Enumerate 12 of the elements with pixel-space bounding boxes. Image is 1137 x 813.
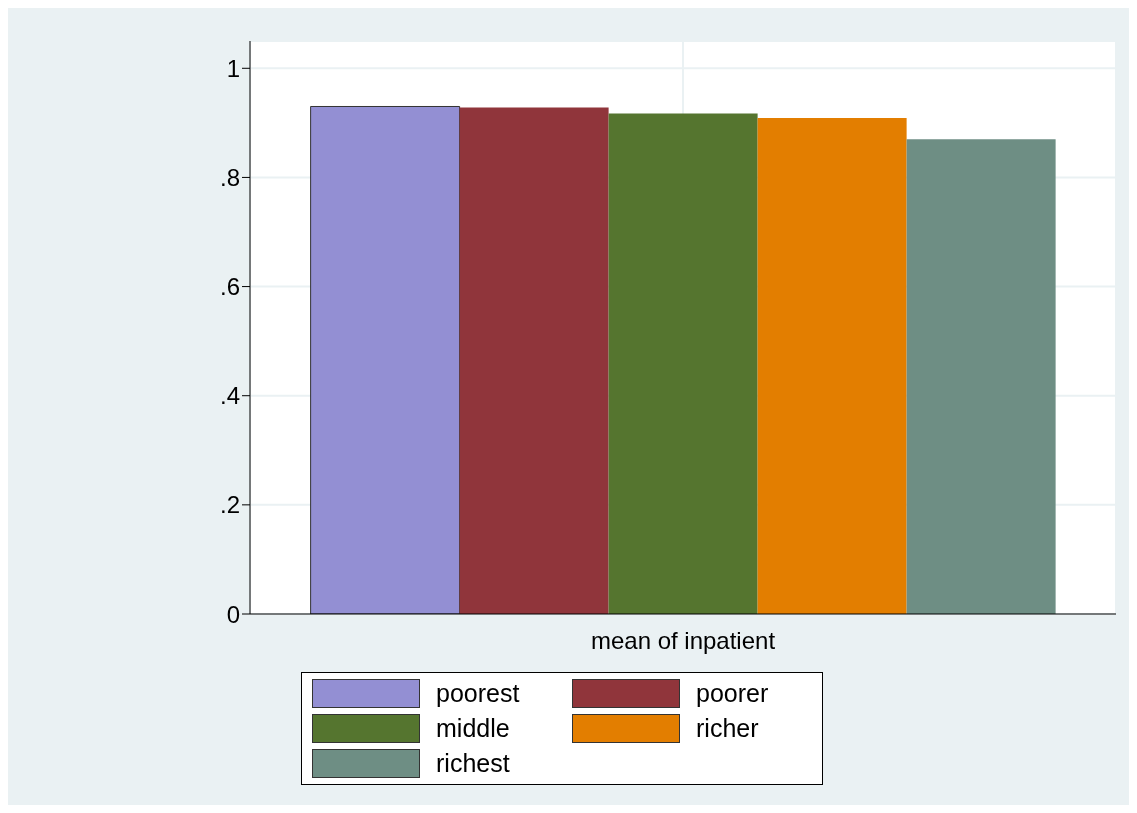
legend-label: richer — [696, 714, 759, 743]
y-tick-label: .6 — [219, 273, 240, 301]
y-tick-label: .8 — [219, 163, 240, 191]
legend-label: poorer — [696, 679, 769, 708]
legend-label: poorest — [436, 679, 520, 708]
y-tick-label: 1 — [226, 54, 240, 82]
y-tick-label: .2 — [219, 491, 240, 519]
legend-label: middle — [436, 714, 510, 743]
legend-label: richest — [436, 749, 510, 778]
x-tick-label: mean of inpatient — [590, 627, 776, 655]
y-tick-label: .4 — [219, 382, 240, 410]
y-tick-label: 0 — [226, 600, 240, 628]
